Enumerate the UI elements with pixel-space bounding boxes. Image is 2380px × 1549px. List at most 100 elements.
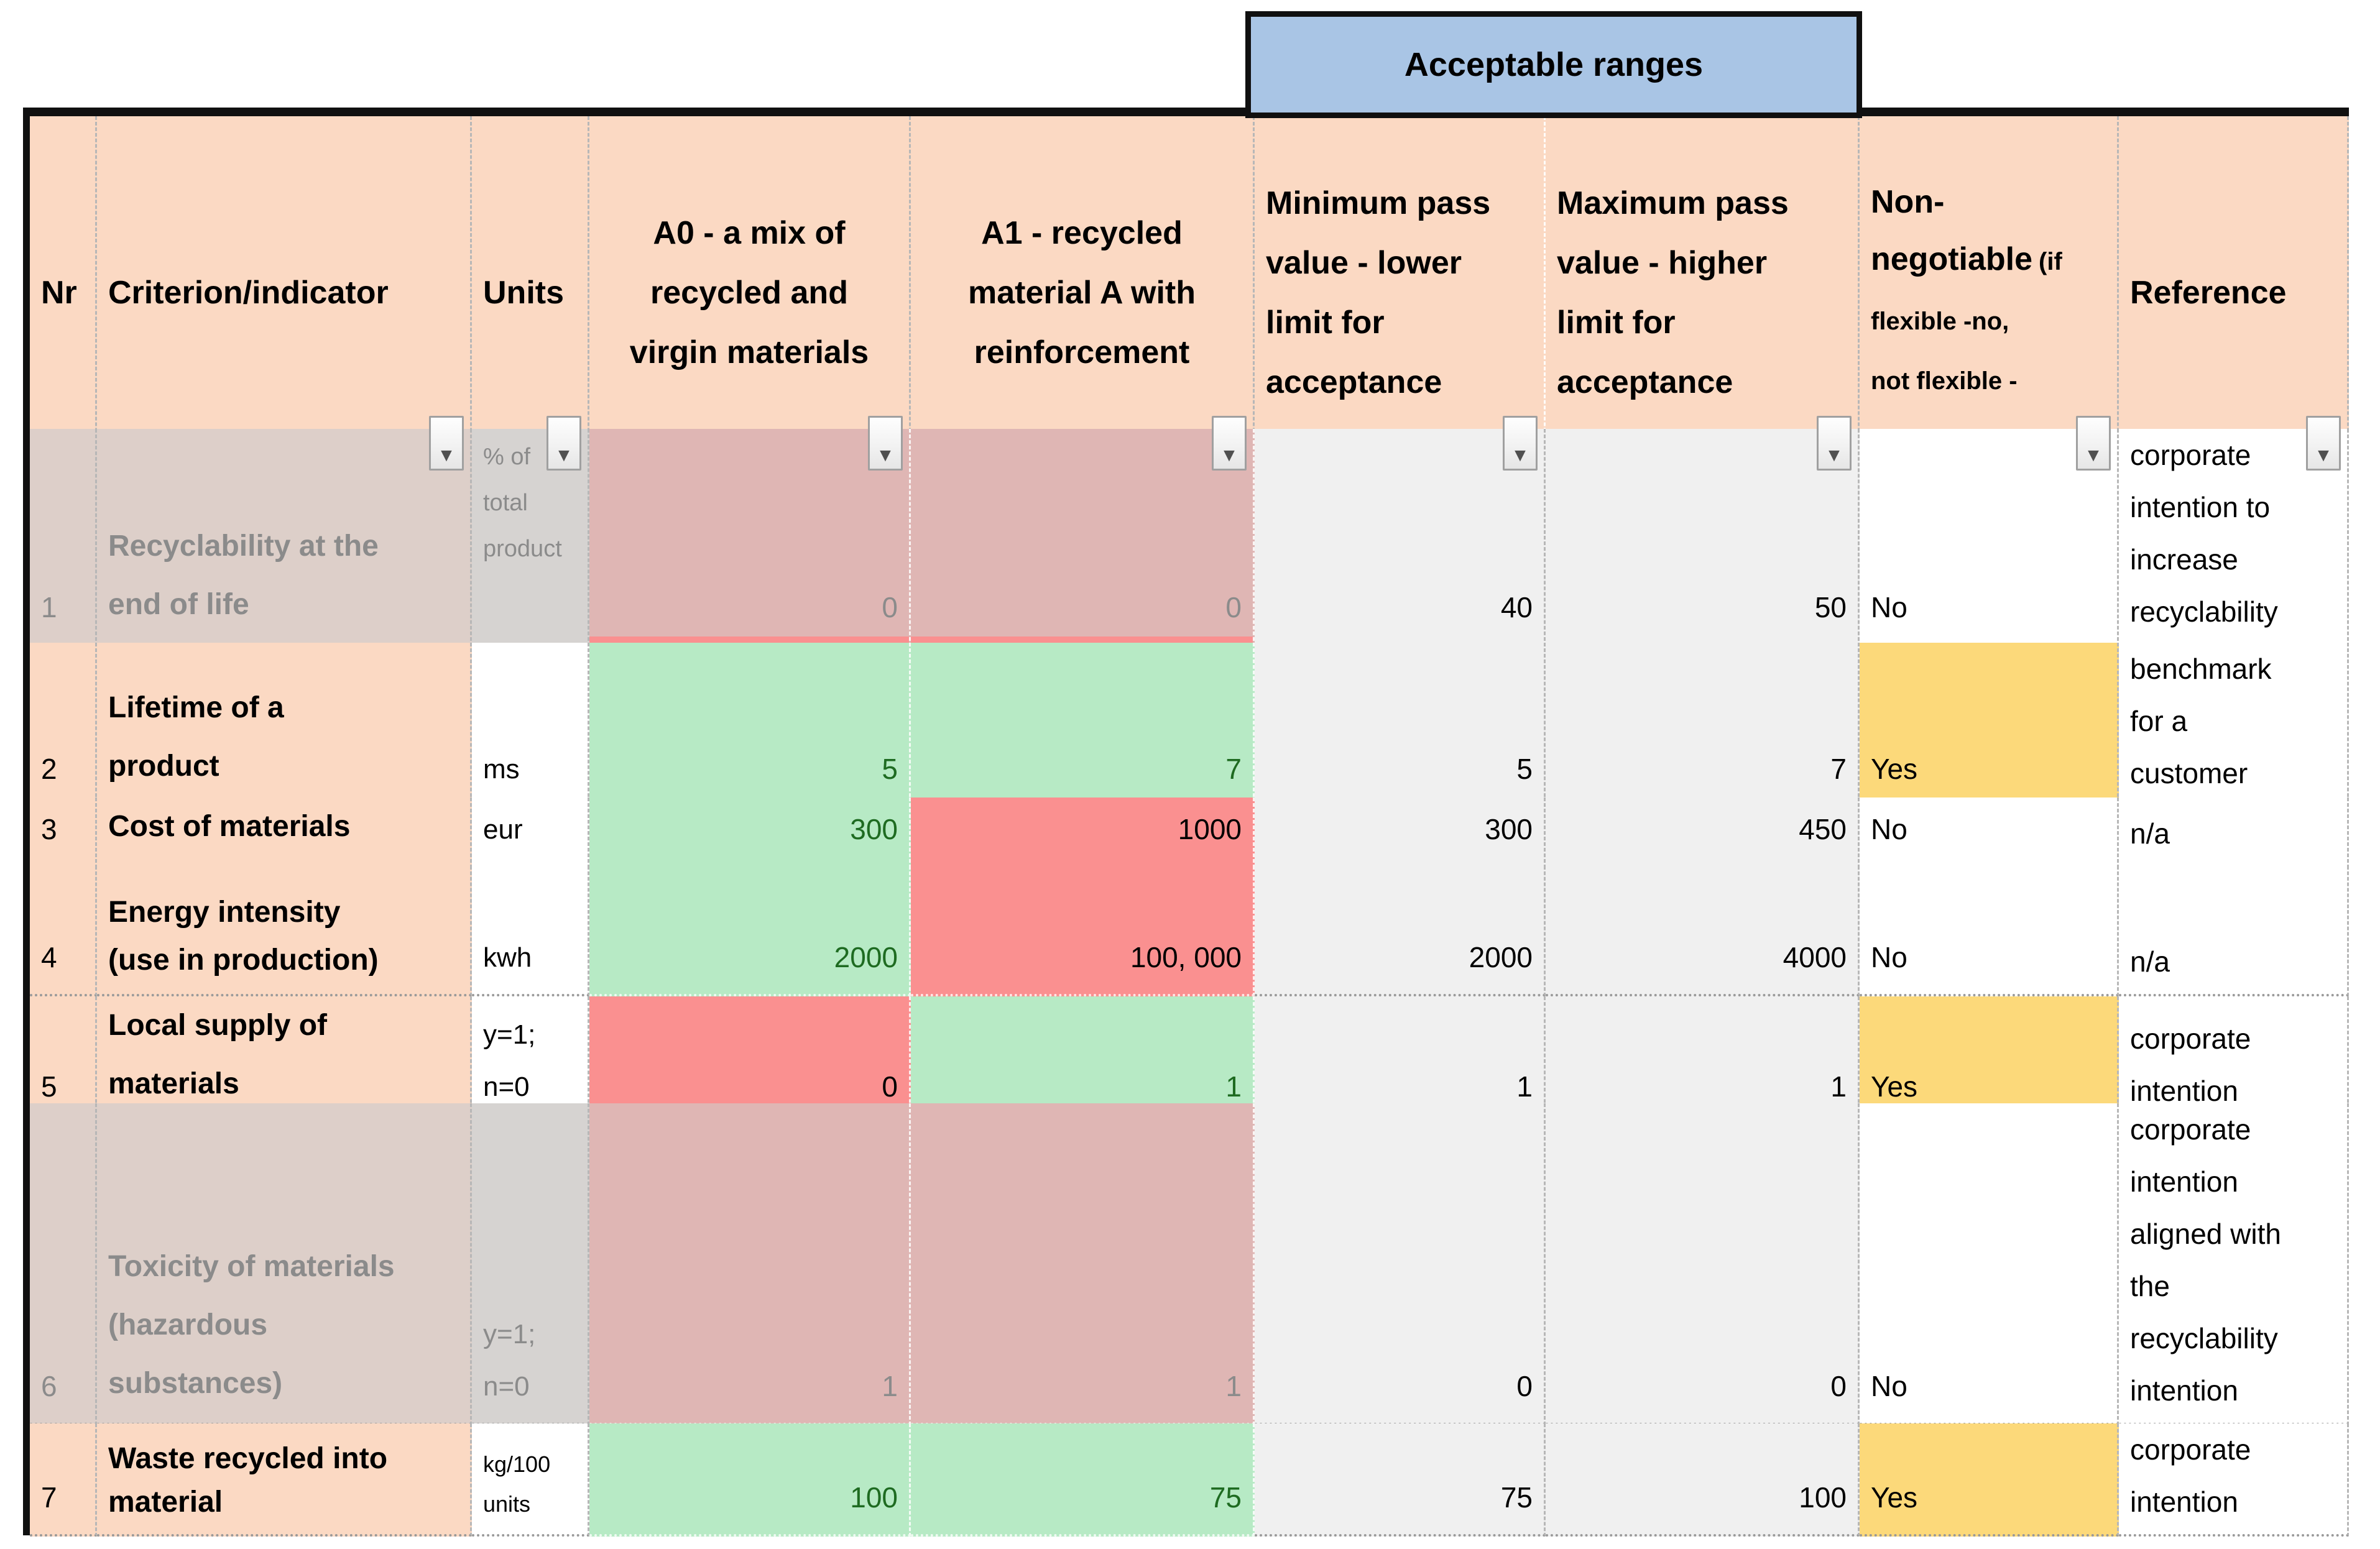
cell-min-row-2[interactable]: 5	[1255, 643, 1546, 808]
cell-non-negotiable-row-4[interactable]: No	[1860, 866, 2119, 996]
cell-a0-row-4[interactable]: 2000	[589, 866, 911, 996]
cell-a1-row-1[interactable]: 0	[911, 429, 1255, 646]
cell-criterion-row-2[interactable]: Lifetime of a product	[97, 643, 472, 808]
cell-a1-row-3[interactable]: 1000	[911, 797, 1255, 868]
filter-button-units[interactable]: ▼	[547, 416, 581, 471]
acceptable-ranges-banner[interactable]: Acceptable ranges	[1245, 11, 1862, 118]
cell-max-row-4[interactable]: 4000	[1546, 866, 1860, 996]
cell-value: 300	[850, 813, 898, 845]
cell-nr-row-2[interactable]: 2	[30, 643, 97, 808]
cell-criterion-row-6[interactable]: Toxicity of materials (hazardous substan…	[97, 1103, 472, 1425]
filter-button-criterion[interactable]: ▼	[429, 416, 464, 471]
cell-value: Local supply of materials	[108, 1009, 328, 1100]
cell-value: Toxicity of materials (hazardous substan…	[108, 1250, 395, 1400]
cell-value: 100	[850, 1481, 898, 1514]
filter-button-max[interactable]: ▼	[1817, 416, 1852, 471]
cell-value: No	[1871, 1370, 1907, 1402]
cell-max-row-2[interactable]: 7	[1546, 643, 1860, 808]
cell-min-row-4[interactable]: 2000	[1255, 866, 1546, 996]
cell-nr-row-1[interactable]: 1	[30, 429, 97, 646]
column-header-a1[interactable]: A1 - recycled material A with reinforcem…	[911, 116, 1255, 482]
criteria-table: Nr Criterion/indicator ▼ Units ▼ A0 - a …	[23, 108, 2349, 1537]
column-header-max-pass[interactable]: Maximum pass value - higher limit for ac…	[1546, 116, 1860, 482]
cell-min-row-6[interactable]: 0	[1255, 1103, 1546, 1425]
cell-non-negotiable-row-6[interactable]: No	[1860, 1103, 2119, 1425]
cell-reference-row-7[interactable]: corporate intention	[2119, 1423, 2349, 1537]
cell-non-negotiable-row-3[interactable]: No	[1860, 797, 2119, 868]
cell-value: Waste recycled into material	[108, 1442, 388, 1519]
cell-non-negotiable-row-2[interactable]: Yes	[1860, 643, 2119, 808]
cell-non-negotiable-row-1[interactable]: No	[1860, 429, 2119, 646]
cell-value: No	[1871, 591, 1907, 623]
cell-nr-row-7[interactable]: 7	[30, 1423, 97, 1537]
cell-units-row-2[interactable]: ms	[472, 643, 589, 808]
column-header-min-pass[interactable]: Minimum pass value - lower limit for acc…	[1255, 116, 1546, 482]
cell-a0-row-6[interactable]: 1	[589, 1103, 911, 1425]
column-header-non-negotiable[interactable]: Non- negotiable (if flexible -no, not fle…	[1860, 116, 2119, 482]
cell-value: 4	[41, 941, 57, 973]
cell-value: 5	[41, 1070, 57, 1103]
cell-a0-row-7[interactable]: 100	[589, 1423, 911, 1537]
cell-max-row-1[interactable]: 50	[1546, 429, 1860, 646]
cell-nr-row-4[interactable]: 4	[30, 866, 97, 996]
cell-value: 50	[1814, 591, 1847, 623]
filter-button-min[interactable]: ▼	[1503, 416, 1538, 471]
cell-value: 0	[882, 1070, 898, 1103]
cell-units-row-7[interactable]: kg/100 units	[472, 1423, 589, 1537]
column-header-reference[interactable]: Reference ▼	[2119, 116, 2349, 482]
cell-value: 5	[882, 753, 898, 785]
cell-value: 300	[1485, 813, 1533, 845]
cell-a0-row-2[interactable]: 5	[589, 643, 911, 808]
table-row-5: 5 Local supply of materials y=1; n=0 0 1 1 1 Ye…	[30, 996, 2349, 1126]
cell-min-row-1[interactable]: 40	[1255, 429, 1546, 646]
cell-value: 0	[1830, 1370, 1847, 1402]
filter-button-a1[interactable]: ▼	[1212, 416, 1247, 471]
cell-value: 0	[1225, 591, 1242, 623]
cell-reference-row-2[interactable]: benchmark for a customer	[2119, 643, 2349, 808]
filter-button-non-negotiable[interactable]: ▼	[2076, 416, 2111, 471]
filter-dropdown-icon: ▼	[2314, 445, 2333, 466]
cell-value: 40	[1500, 591, 1533, 623]
cell-a0-row-1[interactable]: 0	[589, 429, 911, 646]
table-row-6: 6 Toxicity of materials (hazardous substa…	[30, 1103, 2349, 1425]
cell-a0-row-3[interactable]: 300	[589, 797, 911, 868]
filter-dropdown-icon: ▼	[1825, 445, 1843, 466]
cell-nr-row-6[interactable]: 6	[30, 1103, 97, 1425]
cell-value: 7	[1225, 753, 1242, 785]
cell-non-negotiable-row-7[interactable]: Yes	[1860, 1423, 2119, 1537]
column-header-nr[interactable]: Nr	[30, 116, 97, 482]
cell-max-row-3[interactable]: 450	[1546, 797, 1860, 868]
header-row: Nr Criterion/indicator ▼ Units ▼ A0 - a …	[30, 116, 2349, 482]
cell-max-row-6[interactable]: 0	[1546, 1103, 1860, 1425]
table-row-4: 4 Energy intensity (use in production) kwh…	[30, 866, 2349, 996]
cell-criterion-row-7[interactable]: Waste recycled into material	[97, 1423, 472, 1537]
column-header-units[interactable]: Units ▼	[472, 116, 589, 482]
cell-reference-row-3[interactable]: n/a	[2119, 797, 2349, 868]
table-body: 1 Recyclability at the end of life % of to…	[30, 429, 2349, 1537]
cell-max-row-7[interactable]: 100	[1546, 1423, 1860, 1537]
cell-units-row-4[interactable]: kwh	[472, 866, 589, 996]
cell-reference-row-4[interactable]: n/a	[2119, 866, 2349, 996]
cell-a1-row-4[interactable]: 100, 000	[911, 866, 1255, 996]
cell-criterion-row-4[interactable]: Energy intensity (use in production)	[97, 866, 472, 996]
cell-value: 100	[1799, 1481, 1847, 1514]
cell-reference-row-6[interactable]: corporate intention aligned with the rec…	[2119, 1103, 2349, 1425]
cell-a1-row-2[interactable]: 7	[911, 643, 1255, 808]
cell-nr-row-3[interactable]: 3	[30, 797, 97, 868]
cell-value: 1	[882, 1370, 898, 1402]
cell-value: Yes	[1871, 1070, 1918, 1103]
cell-min-row-3[interactable]: 300	[1255, 797, 1546, 868]
column-header-a0[interactable]: A0 - a mix of recycled and virgin materi…	[589, 116, 911, 482]
filter-button-reference[interactable]: ▼	[2306, 416, 2341, 471]
column-header-criterion[interactable]: Criterion/indicator ▼	[97, 116, 472, 482]
cell-criterion-row-3[interactable]: Cost of materials	[97, 797, 472, 868]
cell-value: y=1; n=0	[483, 1019, 536, 1102]
cell-a1-row-6[interactable]: 1	[911, 1103, 1255, 1425]
cell-units-row-3[interactable]: eur	[472, 797, 589, 868]
filter-button-a0[interactable]: ▼	[868, 416, 903, 471]
cell-value: Yes	[1871, 753, 1918, 785]
cell-criterion-row-1[interactable]: Recyclability at the end of life	[97, 429, 472, 646]
cell-min-row-7[interactable]: 75	[1255, 1423, 1546, 1537]
cell-a1-row-7[interactable]: 75	[911, 1423, 1255, 1537]
cell-units-row-6[interactable]: y=1; n=0	[472, 1103, 589, 1425]
